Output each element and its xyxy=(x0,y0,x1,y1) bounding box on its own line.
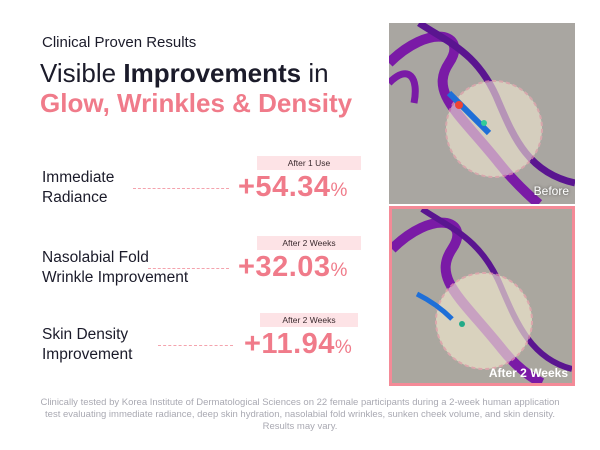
after-image: After 2 Weeks xyxy=(392,209,572,383)
title-start: Visible xyxy=(40,58,117,88)
value-number: +54.34 xyxy=(238,171,331,203)
label-line: Wrinkle Improvement xyxy=(42,269,189,286)
result-value: +54.34% xyxy=(238,171,348,204)
before-label: Before xyxy=(534,184,570,198)
value-unit: % xyxy=(330,180,348,201)
result-label: Nasolabial Fold Wrinkle Improvement xyxy=(42,248,188,288)
before-image: Before xyxy=(389,23,575,204)
period-tag: After 2 Weeks xyxy=(257,236,361,250)
label-line: Nasolabial Fold xyxy=(42,249,149,266)
dashed-connector xyxy=(133,188,229,189)
title-bold: Improvements xyxy=(123,58,302,88)
label-line: Radiance xyxy=(42,189,108,206)
subtitle: Clinical Proven Results xyxy=(42,34,197,51)
title-highlight: Glow, Wrinkles & Density xyxy=(40,88,353,118)
result-label: Skin Density Improvement xyxy=(42,325,132,365)
value-number: +11.94 xyxy=(244,328,335,360)
label-line: Skin Density xyxy=(42,326,129,343)
result-value: +11.94% xyxy=(244,328,352,361)
period-tag: After 2 Weeks xyxy=(260,313,358,327)
after-frame: After 2 Weeks xyxy=(389,206,575,386)
label-line: Improvement xyxy=(42,346,133,363)
label-line: Immediate xyxy=(42,169,115,186)
title: Visible Improvements in xyxy=(40,58,329,89)
value-unit: % xyxy=(330,260,348,281)
value-number: +32.03 xyxy=(238,251,331,283)
title-end: in xyxy=(308,58,329,88)
period-tag: After 1 Use xyxy=(257,156,361,170)
dashed-connector xyxy=(158,345,233,346)
result-label: Immediate Radiance xyxy=(42,168,114,208)
footnote: Clinically tested by Korea Institute of … xyxy=(40,397,560,432)
value-unit: % xyxy=(334,337,353,358)
after-label: After 2 Weeks xyxy=(489,366,568,380)
result-value: +32.03% xyxy=(238,251,348,284)
dashed-connector xyxy=(148,268,229,269)
